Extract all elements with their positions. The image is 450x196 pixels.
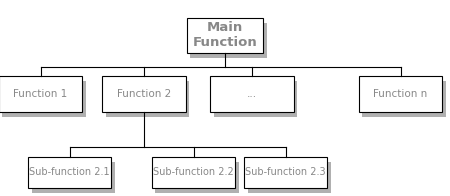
FancyBboxPatch shape [187,18,263,53]
FancyBboxPatch shape [248,162,331,193]
Text: Main
Function: Main Function [193,21,257,49]
FancyBboxPatch shape [156,162,238,193]
Text: Function 1: Function 1 [14,89,68,99]
Text: Sub-function 2.1: Sub-function 2.1 [29,167,110,178]
FancyBboxPatch shape [363,81,446,117]
FancyBboxPatch shape [244,157,328,188]
FancyBboxPatch shape [211,76,294,112]
FancyBboxPatch shape [32,162,115,193]
FancyBboxPatch shape [103,76,185,112]
FancyBboxPatch shape [152,157,235,188]
Text: ...: ... [247,89,257,99]
FancyBboxPatch shape [28,157,112,188]
Text: Sub-function 2.3: Sub-function 2.3 [245,167,326,178]
FancyBboxPatch shape [106,81,189,117]
Text: Function n: Function n [374,89,428,99]
FancyBboxPatch shape [2,81,86,117]
FancyBboxPatch shape [190,23,267,58]
Text: Function 2: Function 2 [117,89,171,99]
FancyBboxPatch shape [214,81,297,117]
FancyBboxPatch shape [0,76,82,112]
FancyBboxPatch shape [359,76,442,112]
Text: Sub-function 2.2: Sub-function 2.2 [153,167,234,178]
